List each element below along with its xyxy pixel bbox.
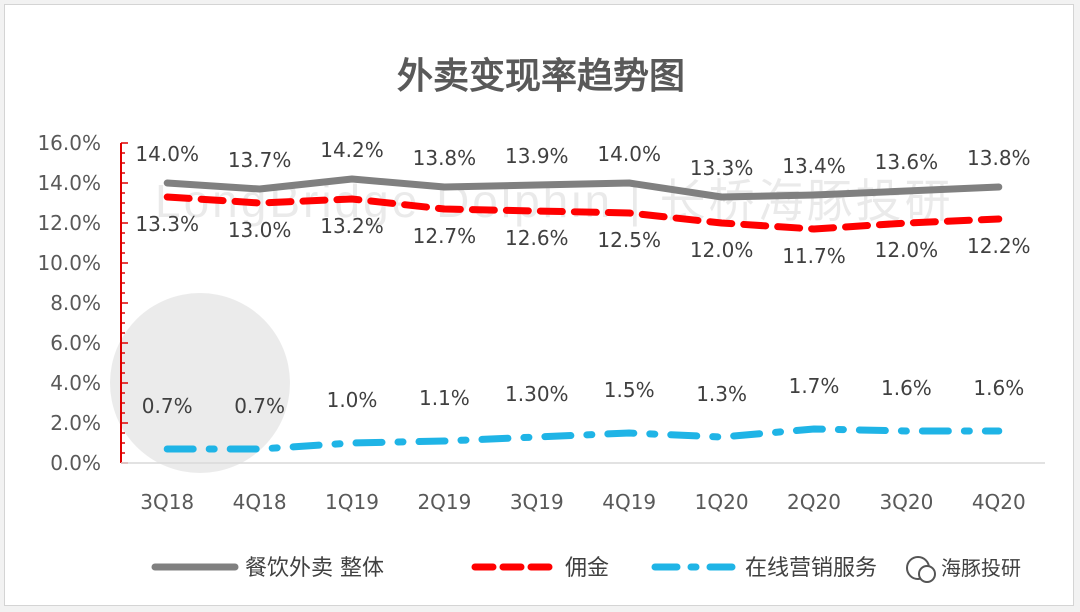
data-label-series-3: 1.5% bbox=[604, 378, 655, 402]
line-chart: LongBridge Dolphin | 长桥海豚投研 外卖变现率趋势图 0.0… bbox=[37, 55, 1045, 583]
data-label-series-2: 12.0% bbox=[875, 238, 939, 262]
series-line-3 bbox=[163, 425, 1003, 453]
chart-title: 外卖变现率趋势图 bbox=[397, 55, 685, 97]
data-label-series-1: 13.8% bbox=[967, 146, 1031, 170]
y-tick-label: 12.0% bbox=[37, 211, 101, 235]
y-tick-label: 0.0% bbox=[50, 451, 101, 475]
legend-label-1: 餐饮外卖 整体 bbox=[245, 556, 384, 581]
chart-frame: LongBridge Dolphin | 长桥海豚投研 外卖变现率趋势图 0.0… bbox=[4, 4, 1074, 606]
data-label-series-2: 12.7% bbox=[413, 224, 477, 248]
data-label-series-1: 13.4% bbox=[782, 154, 846, 178]
x-tick-label: 2Q20 bbox=[787, 490, 841, 514]
legend-label-2: 佣金 bbox=[565, 556, 609, 581]
y-tick-label: 8.0% bbox=[50, 291, 101, 315]
x-tick-label: 1Q20 bbox=[695, 490, 749, 514]
data-label-series-1: 14.0% bbox=[597, 142, 661, 166]
data-label-series-3: 1.3% bbox=[696, 382, 747, 406]
y-tick-label: 2.0% bbox=[50, 411, 101, 435]
data-label-series-1: 13.9% bbox=[505, 144, 569, 168]
data-label-series-1: 13.3% bbox=[690, 156, 754, 180]
legend-label-3: 在线营销服务 bbox=[745, 556, 877, 581]
x-tick-label: 1Q19 bbox=[325, 490, 379, 514]
x-tick-label: 2Q19 bbox=[417, 490, 471, 514]
source-badge-label: 海豚投研 bbox=[941, 556, 1021, 580]
y-tick-label: 14.0% bbox=[37, 171, 101, 195]
source-badge: 海豚投研 bbox=[906, 556, 1021, 583]
data-label-series-1: 14.0% bbox=[135, 142, 199, 166]
x-tick-label: 4Q18 bbox=[233, 490, 287, 514]
data-label-series-3: 1.0% bbox=[327, 388, 378, 412]
data-label-series-3: 1.1% bbox=[419, 386, 470, 410]
data-label-series-3: 1.6% bbox=[973, 376, 1024, 400]
x-tick-label: 3Q19 bbox=[510, 490, 564, 514]
x-tick-label: 4Q19 bbox=[602, 490, 656, 514]
data-label-series-3: 1.30% bbox=[505, 382, 569, 406]
wechat-icon-inner bbox=[918, 565, 936, 583]
data-label-series-2: 12.2% bbox=[967, 234, 1031, 258]
legend: 餐饮外卖 整体 佣金 在线营销服务 bbox=[151, 556, 877, 581]
series-layer bbox=[163, 175, 1003, 453]
data-label-series-1: 13.8% bbox=[413, 146, 477, 170]
data-label-series-1: 14.2% bbox=[320, 138, 384, 162]
data-label-series-3: 1.6% bbox=[881, 376, 932, 400]
data-label-series-1: 13.7% bbox=[228, 148, 292, 172]
x-axis: 3Q18 4Q18 1Q19 2Q19 3Q19 4Q19 1Q20 2Q20 3Q20 4Q20 bbox=[121, 462, 1045, 514]
data-label-series-1: 13.6% bbox=[875, 150, 939, 174]
y-tick-label: 4.0% bbox=[50, 371, 101, 395]
series-line-1 bbox=[163, 175, 1003, 201]
y-tick-label: 6.0% bbox=[50, 331, 101, 355]
x-tick-label: 3Q20 bbox=[879, 490, 933, 514]
x-tick-label: 4Q20 bbox=[972, 490, 1026, 514]
y-tick-label: 10.0% bbox=[37, 251, 101, 275]
data-label-series-2: 12.5% bbox=[597, 228, 661, 252]
series-line-2 bbox=[163, 193, 1003, 233]
data-label-series-3: 0.7% bbox=[142, 394, 193, 418]
y-axis: 0.0% 2.0% 4.0% 6.0% 8.0% 10.0% 12.0% 14.0% 16.0% bbox=[37, 131, 128, 475]
data-label-series-3: 1.7% bbox=[789, 374, 840, 398]
data-label-series-2: 13.2% bbox=[320, 214, 384, 238]
data-label-series-2: 13.0% bbox=[228, 218, 292, 242]
data-label-series-2: 13.3% bbox=[135, 212, 199, 236]
data-label-series-2: 11.7% bbox=[782, 244, 846, 268]
data-label-series-2: 12.6% bbox=[505, 226, 569, 250]
data-label-series-2: 12.0% bbox=[690, 238, 754, 262]
x-tick-label: 3Q18 bbox=[140, 490, 194, 514]
data-labels: 14.0% 13.7% 14.2% 13.8% 13.9% 14.0% 13.3% 13.4%… bbox=[135, 138, 1030, 418]
data-label-series-3: 0.7% bbox=[234, 394, 285, 418]
y-tick-label: 16.0% bbox=[37, 131, 101, 155]
watermark-logo-circle bbox=[110, 293, 290, 473]
